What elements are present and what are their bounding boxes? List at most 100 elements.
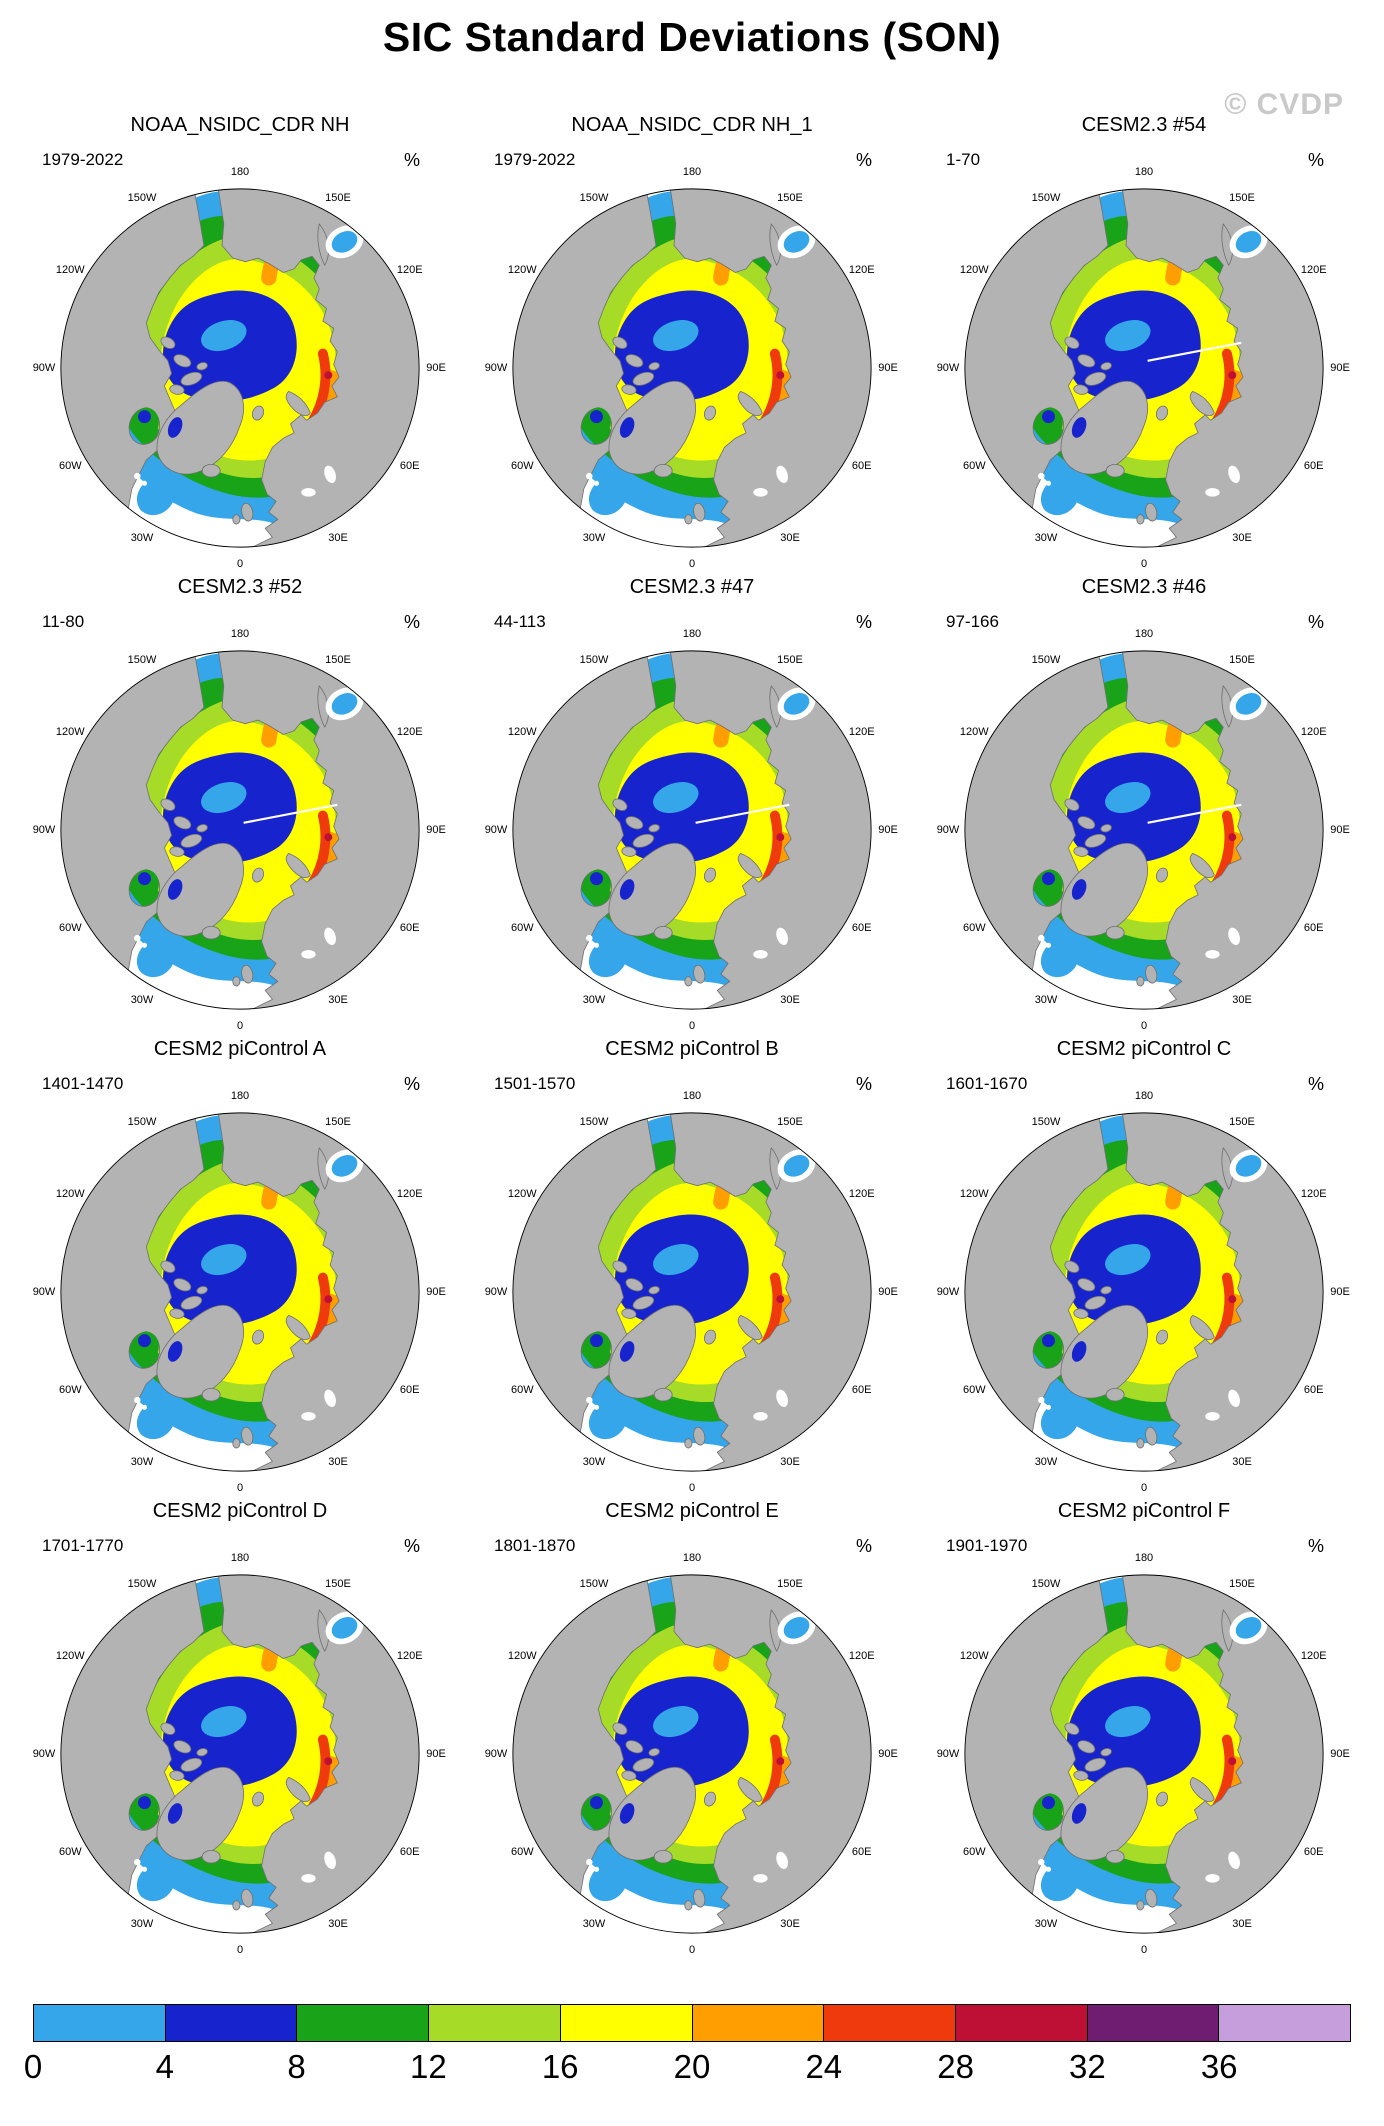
lon-label-180: 180 bbox=[682, 1552, 702, 1564]
lon-label-120e: 120E bbox=[396, 1650, 423, 1662]
lon-label-120w: 120W bbox=[507, 726, 537, 738]
lon-label-90w: 90W bbox=[32, 362, 56, 374]
map-area: 97-166 % 180 150E 120E 90E 60E 30E 0 30W 60W 90W 1… bbox=[918, 600, 1370, 1036]
lon-label-60w: 60W bbox=[962, 460, 986, 472]
colorbar-segment bbox=[429, 2005, 561, 2041]
panel-units-label: % bbox=[1307, 1536, 1324, 1556]
lon-label-150w: 150W bbox=[579, 1578, 609, 1591]
lon-label-150e: 150E bbox=[325, 1578, 351, 1591]
lon-label-60w: 60W bbox=[58, 922, 82, 934]
panel-period-label: 1-70 bbox=[946, 150, 981, 169]
colorbar-segment bbox=[297, 2005, 430, 2041]
colorbar-segment bbox=[165, 2005, 298, 2041]
lon-label-90e: 90E bbox=[1330, 362, 1350, 374]
map-panel: CESM2 piControl E 1801-1870 % 180 150E 120… bbox=[466, 1498, 918, 1960]
map-area: 1-70 % 180 150E 120E 90E 60E 30E 0 30W 60W 90W 120… bbox=[918, 138, 1370, 574]
colorbar-ticks: 0 4 8 12 16 20 24 28 32 36 bbox=[24, 2048, 1351, 2092]
lon-label-120w: 120W bbox=[55, 726, 85, 738]
panel-title: CESM2.3 #47 bbox=[629, 576, 755, 598]
panel-period-label: 11-80 bbox=[42, 612, 85, 631]
panel-units-label: % bbox=[855, 612, 872, 632]
colorbar-tick-label: 16 bbox=[541, 2048, 579, 2085]
lon-label-120e: 120E bbox=[1300, 1650, 1327, 1662]
lon-label-90w: 90W bbox=[484, 1286, 508, 1298]
panel-title: CESM2.3 #46 bbox=[1081, 576, 1207, 598]
lon-label-30w: 30W bbox=[582, 1917, 606, 1930]
lon-label-60e: 60E bbox=[399, 1384, 420, 1396]
lon-label-180: 180 bbox=[682, 166, 702, 178]
panel-units-label: % bbox=[855, 1536, 872, 1556]
map-area: 1979-2022 % 180 150E 120E 90E 60E 30E 0 30W 60W 9… bbox=[466, 138, 918, 574]
panel-period-label: 1601-1670 bbox=[946, 1074, 1028, 1093]
lon-label-60e: 60E bbox=[1303, 1846, 1324, 1858]
lon-label-90e: 90E bbox=[426, 824, 446, 836]
lon-label-180: 180 bbox=[230, 1090, 250, 1102]
panel-title: CESM2.3 #54 bbox=[1081, 114, 1207, 136]
colorbar-tick-label: 24 bbox=[805, 2048, 843, 2085]
lon-label-30e: 30E bbox=[328, 993, 348, 1006]
polar-stereographic-map bbox=[962, 648, 1326, 1012]
lon-label-90w: 90W bbox=[936, 362, 960, 374]
lon-label-150w: 150W bbox=[579, 1116, 609, 1129]
lon-label-60w: 60W bbox=[58, 1846, 82, 1858]
polar-stereographic-map bbox=[962, 1110, 1326, 1474]
lon-label-90w: 90W bbox=[936, 1748, 960, 1760]
lon-label-90w: 90W bbox=[32, 1748, 56, 1760]
map-panel: CESM2 piControl F 1901-1970 % 180 150E 120… bbox=[918, 1498, 1370, 1960]
map-area: 1601-1670 % 180 150E 120E 90E 60E 30E 0 30W 60W 9… bbox=[918, 1062, 1370, 1498]
panel-units-label: % bbox=[855, 150, 872, 170]
lon-label-180: 180 bbox=[1134, 166, 1154, 178]
panel-period-label: 97-166 bbox=[946, 612, 999, 631]
map-panel: CESM2 piControl B 1501-1570 % 180 150E 120… bbox=[466, 1036, 918, 1498]
lon-label-150e: 150E bbox=[1229, 1116, 1255, 1129]
lon-label-60w: 60W bbox=[58, 1384, 82, 1396]
lon-label-120e: 120E bbox=[1300, 264, 1327, 276]
lon-label-30e: 30E bbox=[780, 993, 800, 1006]
lon-label-150w: 150W bbox=[127, 1578, 157, 1591]
lon-label-30w: 30W bbox=[1034, 1917, 1058, 1930]
panel-title: CESM2 piControl D bbox=[152, 1500, 328, 1522]
lon-label-120e: 120E bbox=[1300, 726, 1327, 738]
lon-label-150w: 150W bbox=[579, 654, 609, 667]
panel-title: CESM2 piControl C bbox=[1056, 1038, 1232, 1060]
model-grid-seam bbox=[243, 803, 338, 824]
lon-label-150w: 150W bbox=[1031, 654, 1061, 667]
model-grid-seam bbox=[1147, 803, 1242, 824]
lon-label-0: 0 bbox=[1140, 1944, 1148, 1956]
colorbar-tick-label: 8 bbox=[287, 2048, 306, 2085]
colorbar-tick-label: 36 bbox=[1200, 2048, 1238, 2085]
panel-units-label: % bbox=[855, 1074, 872, 1094]
lon-label-60w: 60W bbox=[510, 922, 534, 934]
lon-label-150e: 150E bbox=[1229, 654, 1255, 667]
lon-label-30w: 30W bbox=[582, 531, 606, 544]
lon-label-150e: 150E bbox=[1229, 1578, 1255, 1591]
panel-period-label: 1979-2022 bbox=[42, 150, 124, 169]
panel-units-label: % bbox=[403, 1074, 420, 1094]
map-panel: CESM2 piControl D 1701-1770 % 180 150E 120… bbox=[14, 1498, 466, 1960]
lon-label-30e: 30E bbox=[1232, 531, 1252, 544]
panel-period-label: 1801-1870 bbox=[494, 1536, 576, 1555]
map-area: 1401-1470 % 180 150E 120E 90E 60E 30E 0 30W 60W 9… bbox=[14, 1062, 466, 1498]
lon-label-60w: 60W bbox=[510, 460, 534, 472]
colorbar-segment bbox=[1087, 2005, 1220, 2041]
lon-label-150e: 150E bbox=[777, 1578, 803, 1591]
lon-label-120w: 120W bbox=[507, 264, 537, 276]
lon-label-30w: 30W bbox=[1034, 1455, 1058, 1468]
map-area: 44-113 % 180 150E 120E 90E 60E 30E 0 30W 60W 90W 1… bbox=[466, 600, 918, 1036]
lon-label-120w: 120W bbox=[55, 1188, 85, 1200]
polar-stereographic-map bbox=[58, 1572, 422, 1936]
colorbar-wrap: 0 4 8 12 16 20 24 28 32 36 bbox=[24, 2004, 1351, 2104]
panel-title: CESM2 piControl A bbox=[153, 1038, 327, 1060]
lon-label-120w: 120W bbox=[507, 1650, 537, 1662]
lon-label-150e: 150E bbox=[325, 192, 351, 205]
lon-label-150w: 150W bbox=[127, 1116, 157, 1129]
polar-stereographic-map bbox=[510, 186, 874, 550]
lon-label-90e: 90E bbox=[878, 824, 898, 836]
lon-label-90w: 90W bbox=[32, 1286, 56, 1298]
model-grid-seam bbox=[1147, 341, 1242, 362]
map-area: 1801-1870 % 180 150E 120E 90E 60E 30E 0 30W 60W 9… bbox=[466, 1524, 918, 1960]
map-area: 1901-1970 % 180 150E 120E 90E 60E 30E 0 30W 60W 9… bbox=[918, 1524, 1370, 1960]
lon-label-30w: 30W bbox=[130, 1455, 154, 1468]
panel-units-label: % bbox=[403, 1536, 420, 1556]
